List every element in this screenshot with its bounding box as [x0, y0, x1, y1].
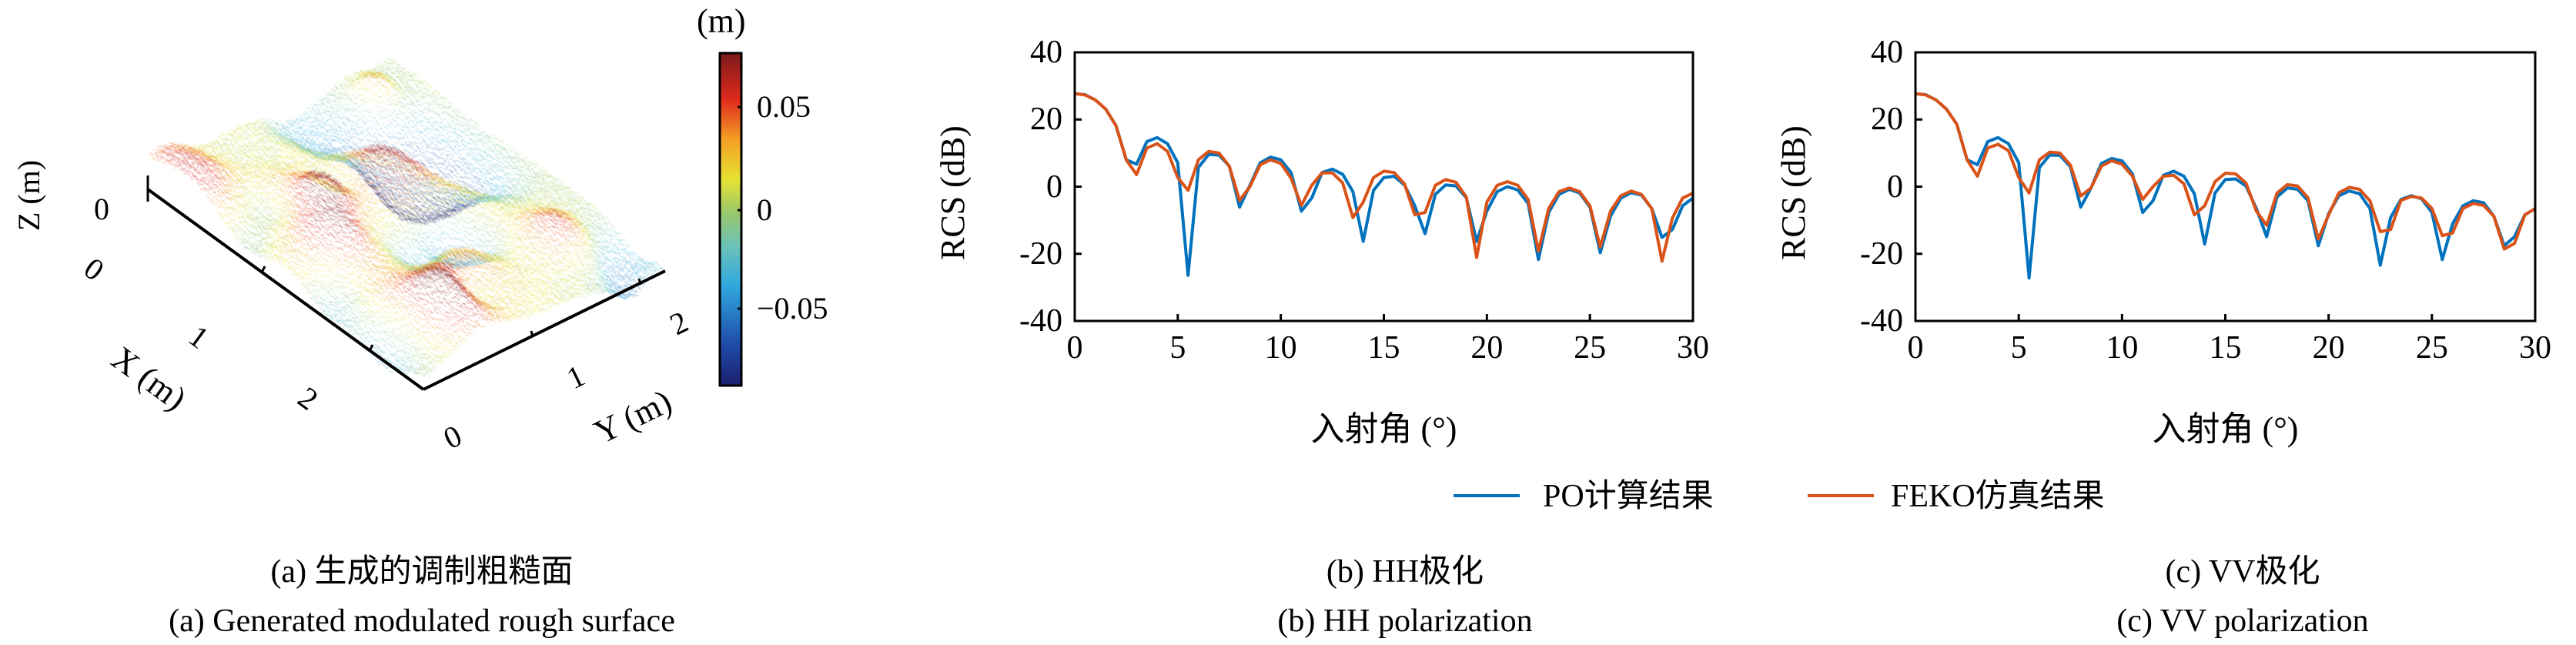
x-tick-label: 0	[1907, 330, 1924, 366]
rough-surface-plot	[0, 0, 693, 462]
plot-frame	[1914, 51, 2537, 322]
caption-cn: (b) HH极化	[1326, 554, 1484, 590]
caption-a-cn: (a) 生成的调制粗糙面	[270, 554, 574, 590]
x-tick-label: 25	[2415, 330, 2448, 366]
x-axis-tick	[368, 344, 374, 352]
x-tick-label: 10	[2106, 330, 2139, 366]
y-axis-tick	[637, 278, 642, 286]
legend-swatch-po	[1454, 494, 1520, 497]
x-tick-label: 20	[1470, 330, 1504, 366]
x-tick-label: 5	[1169, 330, 1186, 366]
y-tick-label: -40	[1019, 303, 1062, 339]
surface-axes	[146, 52, 743, 391]
plot-frame	[1073, 51, 1694, 322]
y-tick-label: 20	[1030, 102, 1062, 138]
y-axis-tick	[530, 330, 534, 338]
x-tick-label: 25	[1574, 330, 1607, 366]
series-line-feko	[1915, 92, 2537, 251]
x-axis-line	[146, 188, 425, 391]
y-tick-label: 0	[1887, 169, 1903, 205]
y-axis-label: RCS (dB)	[934, 125, 972, 260]
colorbar-tick-label: 0.05	[757, 89, 811, 124]
x-axis-label: 入射角 (°)	[2152, 410, 2299, 448]
series-line-feko	[1074, 92, 1694, 263]
y-tick-label: 0	[1046, 169, 1062, 205]
x-tick-label: 15	[2209, 330, 2242, 366]
y-tick-label: 20	[1871, 102, 1903, 138]
legend-swatch-feko	[1808, 494, 1874, 497]
x-tick-label: 30	[1677, 330, 1709, 366]
colorbar-unit: (m)	[697, 2, 746, 40]
y-tick-label: 40	[1030, 35, 1062, 70]
x-tick-label: 30	[2519, 330, 2551, 366]
x-tick-label: 10	[1264, 330, 1297, 366]
x-tick-label: 0	[1066, 330, 1083, 366]
legend-label-feko: FEKO仿真结果	[1891, 479, 2105, 514]
caption-en: (b) HH polarization	[1277, 603, 1533, 639]
caption-a-en: (a) Generated modulated rough surface	[169, 603, 675, 639]
legend-label-po: PO计算结果	[1543, 479, 1714, 514]
colorbar-tick-label: −0.05	[757, 291, 828, 326]
y-tick-label: 40	[1871, 35, 1903, 70]
y-tick-label: -20	[1860, 236, 1903, 272]
y-tick-label: -20	[1019, 236, 1062, 272]
z-axis-tick-label: 0	[94, 192, 109, 226]
caption-cn: (c) VV极化	[2165, 554, 2320, 590]
colorbar	[718, 52, 743, 387]
x-tick-label: 20	[2312, 330, 2345, 366]
y-tick-label: -40	[1860, 303, 1903, 339]
series-line-po	[1915, 92, 2537, 280]
x-tick-label: 5	[2010, 330, 2027, 366]
x-axis-label: 入射角 (°)	[1310, 410, 1457, 448]
colorbar-tick-label: 0	[757, 192, 772, 227]
caption-en: (c) VV polarization	[2116, 603, 2369, 639]
y-axis-line	[423, 269, 666, 391]
y-axis-label: RCS (dB)	[1775, 125, 1812, 260]
x-axis-tick	[260, 266, 266, 273]
x-tick-label: 15	[1367, 330, 1400, 366]
